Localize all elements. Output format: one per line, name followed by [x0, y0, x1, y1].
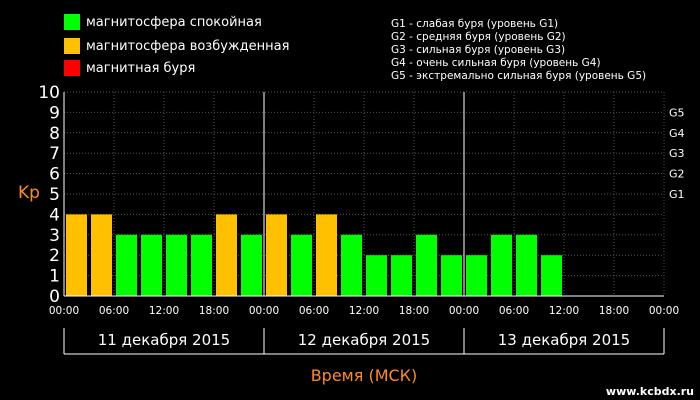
kp-bar: [166, 234, 187, 296]
legend-swatch-storm: [64, 60, 80, 76]
g-legend-line: G2 - средняя буря (уровень G2): [391, 31, 566, 43]
time-tick-label: 06:00: [499, 305, 529, 317]
x-axis-label: Время (МСК): [311, 366, 418, 385]
legend-swatch-excited: [64, 38, 80, 54]
kp-bar: [191, 234, 212, 296]
kp-bar: [266, 214, 287, 296]
day-label: 13 декабря 2015: [498, 331, 630, 349]
g-tick-label: G1: [669, 188, 685, 201]
y-tick-label: 7: [49, 144, 60, 164]
g-tick-label: G4: [669, 127, 685, 140]
y-tick-label: 10: [38, 83, 60, 103]
kp-bar: [316, 214, 337, 296]
g-level-legend: G1 - слабая буря (уровень G1) G2 - средн…: [391, 18, 646, 83]
legend-label-storm: магнитная буря: [86, 60, 196, 76]
y-tick-label: 2: [49, 246, 60, 266]
kp-bar: [416, 234, 437, 296]
legend-label-calm: магнитосфера спокойная: [86, 14, 262, 30]
y-tick-label: 5: [49, 185, 60, 205]
time-tick-label: 18:00: [399, 305, 429, 317]
y-tick-label: 1: [49, 267, 60, 287]
kp-bar: [241, 234, 262, 296]
time-tick-label: 12:00: [149, 305, 179, 317]
time-tick-label: 18:00: [199, 305, 229, 317]
kp-bar: [441, 255, 462, 296]
y-tick-label: 8: [49, 124, 60, 144]
day-label: 12 декабря 2015: [298, 331, 430, 349]
watermark: www.kcbdx.ru: [606, 385, 694, 398]
time-tick-label: 06:00: [299, 305, 329, 317]
y-tick-label: 9: [49, 103, 60, 123]
y-tick-label: 0: [49, 287, 60, 307]
legend-item-calm: магнитосфера спокойная: [64, 12, 262, 32]
time-tick-label: 06:00: [99, 305, 129, 317]
time-tick-label: 18:00: [599, 305, 629, 317]
y-axis-label: Kp: [18, 183, 40, 203]
kp-bar: [541, 255, 562, 296]
g-tick-label: G3: [669, 147, 685, 160]
time-tick-label: 00:00: [649, 305, 679, 317]
g-legend-line: G3 - сильная буря (уровень G3): [391, 44, 566, 56]
kp-bar: [141, 234, 162, 296]
y-tick-label: 4: [49, 205, 60, 225]
kp-bar: [216, 214, 237, 296]
kp-bar: [491, 234, 512, 296]
y-tick-label: 6: [49, 165, 60, 185]
kp-bar: [291, 234, 312, 296]
kp-bar: [516, 234, 537, 296]
g-tick-label: G2: [669, 168, 685, 181]
legend-swatch-calm: [64, 14, 80, 30]
legend-item-storm: магнитная буря: [64, 58, 195, 78]
kp-bar: [341, 234, 362, 296]
y-tick-label: 3: [49, 226, 60, 246]
legend-label-excited: магнитосфера возбужденная: [86, 38, 290, 54]
bar-layer: [66, 214, 562, 296]
g-legend-line: G1 - слабая буря (уровень G1): [391, 18, 559, 30]
kp-bar: [66, 214, 87, 296]
time-tick-label: 12:00: [549, 305, 579, 317]
g-tick-label: G5: [669, 106, 685, 119]
kp-bar: [366, 255, 387, 296]
kp-bar: [116, 234, 137, 296]
kp-bar: [91, 214, 112, 296]
g-legend-line: G4 - очень сильная буря (уровень G4): [391, 57, 601, 69]
kp-bar: [391, 255, 412, 296]
time-tick-label: 00:00: [49, 305, 79, 317]
time-tick-label: 12:00: [349, 305, 379, 317]
g-legend-line: G5 - экстремально сильная буря (уровень …: [391, 70, 647, 82]
time-tick-label: 00:00: [449, 305, 479, 317]
kp-bar: [466, 255, 487, 296]
time-tick-label: 00:00: [249, 305, 279, 317]
day-label: 11 декабря 2015: [98, 331, 230, 349]
legend-item-excited: магнитосфера возбужденная: [64, 36, 289, 56]
